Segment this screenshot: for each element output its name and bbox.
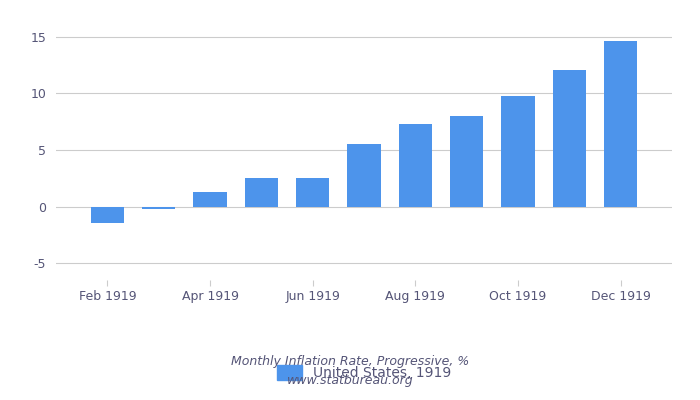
Text: www.statbureau.org: www.statbureau.org xyxy=(287,374,413,387)
Bar xyxy=(193,192,227,206)
Bar xyxy=(450,116,483,206)
Bar xyxy=(501,96,535,206)
Text: Monthly Inflation Rate, Progressive, %: Monthly Inflation Rate, Progressive, % xyxy=(231,356,469,368)
Bar xyxy=(604,42,638,206)
Bar xyxy=(399,124,432,206)
Bar xyxy=(296,178,329,206)
Bar xyxy=(347,144,381,206)
Bar xyxy=(553,70,586,206)
Bar xyxy=(91,206,124,224)
Legend: United States, 1919: United States, 1919 xyxy=(272,360,456,386)
Bar xyxy=(142,206,176,209)
Bar xyxy=(245,178,278,206)
